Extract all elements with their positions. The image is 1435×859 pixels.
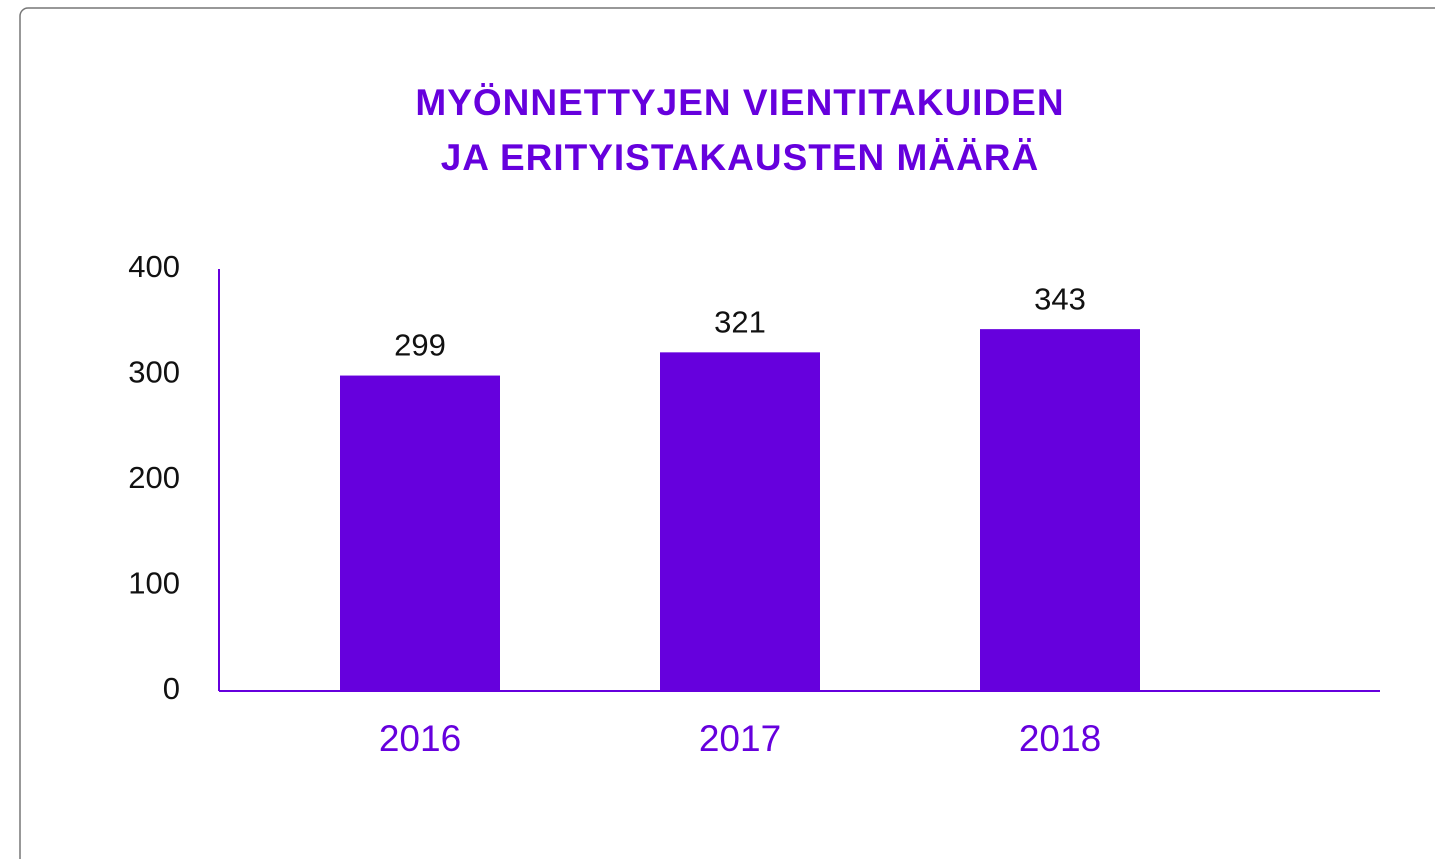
bar: [660, 352, 820, 691]
y-tick-label: 300: [128, 355, 180, 390]
bar: [340, 375, 500, 691]
y-tick-label: 400: [128, 249, 180, 284]
value-label: 299: [394, 328, 446, 363]
value-label: 343: [1034, 281, 1086, 316]
chart-title: MYÖNNETTYJEN VIENTITAKUIDEN: [415, 82, 1064, 123]
bar: [980, 329, 1140, 691]
y-tick-label: 0: [163, 671, 180, 706]
x-tick-label: 2017: [699, 718, 781, 759]
x-tick-label: 2018: [1019, 718, 1101, 759]
value-label: 321: [714, 305, 766, 340]
chart-title: JA ERITYISTAKAUSTEN MÄÄRÄ: [441, 137, 1040, 178]
y-tick-label: 200: [128, 460, 180, 495]
x-tick-label: 2016: [379, 718, 461, 759]
y-tick-label: 100: [128, 566, 180, 601]
frame: [19, 7, 1435, 859]
